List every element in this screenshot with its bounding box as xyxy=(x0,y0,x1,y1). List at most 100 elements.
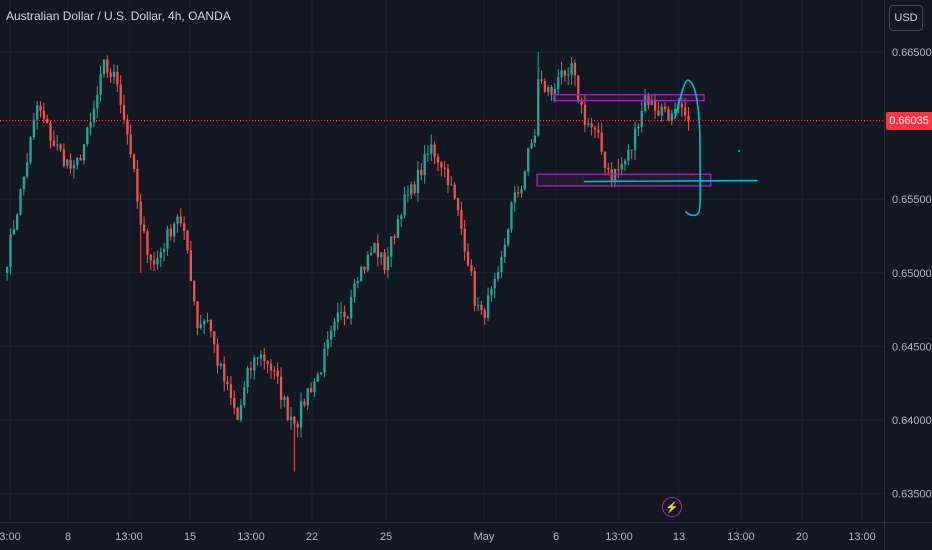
candle-body xyxy=(420,170,423,176)
candle-body xyxy=(22,176,25,190)
candle-body xyxy=(269,364,273,371)
candle-body xyxy=(563,70,567,76)
candle-body xyxy=(353,283,356,298)
candle-body xyxy=(410,184,413,195)
candle-body xyxy=(226,381,229,385)
candle-body xyxy=(183,223,186,231)
candle-body xyxy=(520,189,523,194)
candle-body xyxy=(256,357,259,359)
candle-body xyxy=(380,252,383,258)
candle-body xyxy=(446,168,450,186)
candle-body xyxy=(112,71,116,77)
y-tick-label: 0.65000 xyxy=(892,268,932,280)
x-tick-label: 20 xyxy=(796,531,808,543)
x-tick-label: 22 xyxy=(306,531,318,543)
candle-body xyxy=(173,223,176,237)
candle-body xyxy=(450,184,453,186)
candle-body xyxy=(473,271,476,306)
candle-body xyxy=(146,231,149,255)
candle-body xyxy=(166,228,169,249)
candle-body xyxy=(687,115,690,121)
candle-body xyxy=(203,320,206,325)
candle-body xyxy=(243,387,246,406)
candle-body xyxy=(62,149,66,166)
candle-body xyxy=(26,162,29,177)
candle-body xyxy=(253,357,256,371)
lightning-icon[interactable]: ⚡ xyxy=(662,497,682,517)
candle-body xyxy=(463,228,466,252)
candle-body xyxy=(216,344,219,366)
candle-body xyxy=(266,361,269,365)
candle-body xyxy=(209,319,213,332)
candle-body xyxy=(430,144,433,154)
candle-body xyxy=(426,153,430,155)
candle-body xyxy=(583,104,587,125)
candle-body xyxy=(637,126,640,129)
candle-body xyxy=(600,132,603,152)
x-tick-label: 13:00 xyxy=(115,531,143,543)
x-tick-label: 13:00 xyxy=(848,531,876,543)
candle-body xyxy=(326,339,329,349)
candle-body xyxy=(196,301,199,329)
candle-body xyxy=(319,372,323,375)
candle-body xyxy=(249,368,253,371)
candle-body xyxy=(413,184,416,193)
support-drawn-line xyxy=(583,179,758,183)
candle-body xyxy=(396,219,400,238)
x-tick-label: 25 xyxy=(380,531,392,543)
x-tick-label: 3:00 xyxy=(0,531,21,543)
candle-body xyxy=(590,123,593,128)
candle-body xyxy=(303,401,306,406)
candle-body xyxy=(193,281,196,302)
y-tick-label: 0.64000 xyxy=(892,415,932,427)
candle-body xyxy=(279,376,283,400)
candle-body xyxy=(466,251,470,265)
candle-body xyxy=(680,103,683,108)
resistance-zone xyxy=(553,94,705,102)
candle-body xyxy=(366,254,370,271)
candle-body xyxy=(179,216,182,224)
candle-body xyxy=(336,312,339,322)
projection-arrow xyxy=(674,79,702,217)
candle-body xyxy=(343,311,346,318)
candle-body xyxy=(620,164,623,170)
candle-body xyxy=(657,110,660,116)
candle-body xyxy=(640,110,643,127)
candle-body xyxy=(350,297,353,319)
candle-body xyxy=(663,106,667,110)
candle-body xyxy=(550,87,553,95)
candle-body xyxy=(9,234,12,267)
candle-body xyxy=(460,210,463,229)
candle-body xyxy=(189,250,192,282)
candle-body xyxy=(560,70,563,78)
x-tick-label: 13:00 xyxy=(237,531,265,543)
candle-body xyxy=(86,127,89,145)
candle-body xyxy=(276,370,279,377)
candle-body xyxy=(102,59,106,75)
chart-title: Australian Dollar / U.S. Dollar, 4h, OAN… xyxy=(6,9,231,23)
candle-body xyxy=(653,99,657,111)
candle-body xyxy=(16,214,19,230)
candle-body xyxy=(82,144,86,161)
candle-body xyxy=(670,113,673,121)
candle-body xyxy=(607,167,610,170)
candle-body xyxy=(507,229,510,245)
candle-body xyxy=(92,108,96,123)
candle-body xyxy=(346,317,349,319)
candle-body xyxy=(176,216,179,224)
candle-body xyxy=(132,154,136,169)
candle-body xyxy=(383,252,386,271)
candle-body xyxy=(623,160,627,165)
currency-button[interactable]: USD xyxy=(889,5,923,31)
candle-body xyxy=(537,79,540,136)
candle-body xyxy=(56,144,59,146)
candle-body xyxy=(12,229,15,235)
candle-body xyxy=(436,156,440,163)
candle-body xyxy=(109,72,112,77)
x-tick-label: 13:00 xyxy=(727,531,755,543)
candle-body xyxy=(650,99,653,106)
candle-body xyxy=(316,374,319,382)
candle-body xyxy=(627,149,630,161)
y-tick-label: 0.64500 xyxy=(892,341,932,353)
